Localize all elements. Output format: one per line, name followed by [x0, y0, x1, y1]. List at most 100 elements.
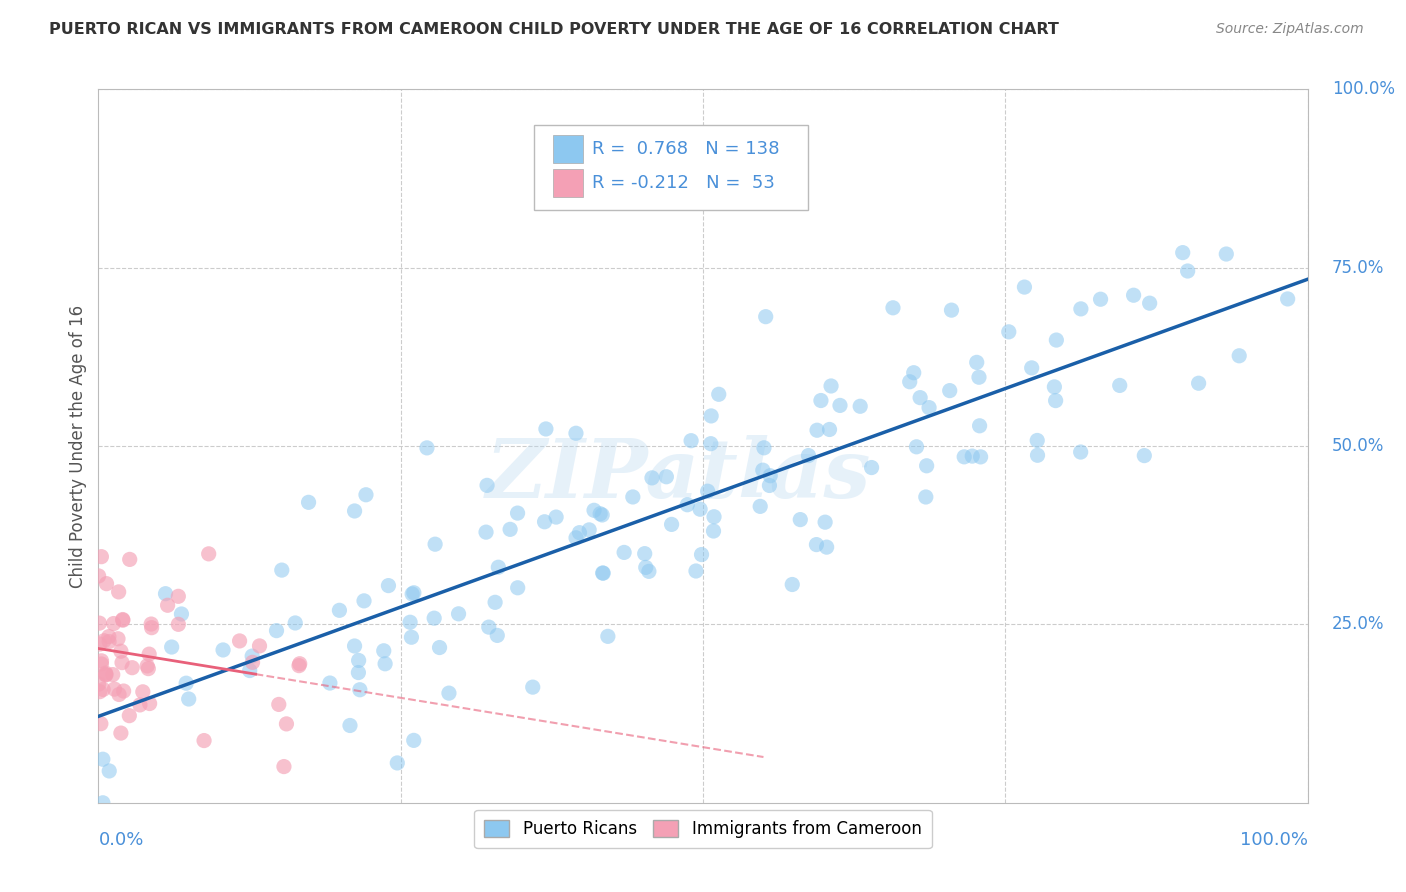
Text: 50.0%: 50.0%: [1331, 437, 1384, 455]
Point: [1133, 449, 1156, 463]
Text: 75.0%: 75.0%: [1331, 259, 1384, 277]
Point: [347, 653, 370, 667]
Point: [94, 666, 117, 681]
Point: [1070, 301, 1092, 316]
Point: [914, 490, 936, 504]
Point: [759, 468, 782, 483]
Point: [685, 564, 707, 578]
Point: [1090, 292, 1112, 306]
Point: [621, 490, 644, 504]
Point: [1122, 288, 1144, 302]
Point: [997, 325, 1019, 339]
Point: [90, 716, 112, 731]
Point: [565, 426, 588, 441]
Point: [1045, 333, 1067, 347]
Point: [1215, 247, 1237, 261]
Point: [212, 643, 235, 657]
Point: [343, 639, 366, 653]
Point: [486, 560, 509, 574]
Text: 100.0%: 100.0%: [1331, 80, 1395, 98]
Point: [387, 756, 409, 770]
Point: [160, 640, 183, 654]
Point: [288, 657, 311, 671]
Point: [423, 611, 446, 625]
Point: [111, 613, 134, 627]
Point: [797, 449, 820, 463]
Point: [966, 355, 988, 369]
Point: [107, 585, 129, 599]
Point: [373, 644, 395, 658]
Point: [170, 607, 193, 621]
Point: [1177, 264, 1199, 278]
Point: [156, 599, 179, 613]
Point: [820, 379, 842, 393]
Point: [953, 450, 976, 464]
Point: [111, 613, 134, 627]
Point: [960, 449, 983, 463]
Point: [91, 682, 114, 697]
Point: [339, 718, 361, 732]
Point: [276, 717, 298, 731]
Point: [905, 440, 928, 454]
Point: [249, 639, 271, 653]
Text: R = -0.212   N =  53: R = -0.212 N = 53: [592, 174, 775, 192]
Point: [655, 469, 678, 483]
Point: [1026, 434, 1049, 448]
Point: [1070, 445, 1092, 459]
Point: [273, 759, 295, 773]
Point: [806, 423, 828, 437]
Point: [533, 515, 555, 529]
Point: [197, 547, 219, 561]
Point: [882, 301, 904, 315]
Point: [707, 387, 730, 401]
Point: [416, 441, 439, 455]
Point: [111, 656, 134, 670]
Point: [1021, 360, 1043, 375]
Point: [270, 563, 292, 577]
Point: [475, 525, 498, 540]
Point: [91, 796, 114, 810]
Text: 100.0%: 100.0%: [1240, 831, 1308, 849]
Point: [93, 633, 115, 648]
Text: 25.0%: 25.0%: [1331, 615, 1385, 633]
Point: [94, 667, 117, 681]
Point: [87, 677, 110, 691]
Point: [118, 708, 141, 723]
Point: [103, 616, 125, 631]
Point: [702, 524, 724, 538]
Point: [349, 682, 371, 697]
Point: [499, 522, 522, 536]
Point: [136, 662, 159, 676]
Point: [96, 576, 118, 591]
Legend: Puerto Ricans, Immigrants from Cameroon: Puerto Ricans, Immigrants from Cameroon: [474, 810, 932, 848]
Point: [89, 616, 111, 631]
Point: [589, 507, 612, 521]
Point: [399, 615, 422, 630]
Point: [132, 685, 155, 699]
Point: [242, 656, 264, 670]
Point: [193, 733, 215, 747]
Point: [1277, 292, 1299, 306]
Point: [437, 686, 460, 700]
Point: [634, 560, 657, 574]
Point: [110, 726, 132, 740]
Text: 0.0%: 0.0%: [98, 831, 143, 849]
Point: [343, 504, 366, 518]
Point: [703, 509, 725, 524]
Point: [752, 463, 775, 477]
Point: [353, 594, 375, 608]
Point: [174, 676, 197, 690]
Point: [681, 434, 703, 448]
Point: [98, 634, 121, 648]
Point: [110, 644, 132, 658]
Point: [240, 649, 263, 664]
Point: [908, 391, 931, 405]
Point: [689, 502, 711, 516]
Point: [475, 478, 498, 492]
Point: [402, 733, 425, 747]
Text: ZIPatlas: ZIPatlas: [486, 434, 872, 515]
Point: [91, 752, 114, 766]
Point: [898, 375, 921, 389]
Point: [815, 540, 838, 554]
Point: [1108, 378, 1130, 392]
